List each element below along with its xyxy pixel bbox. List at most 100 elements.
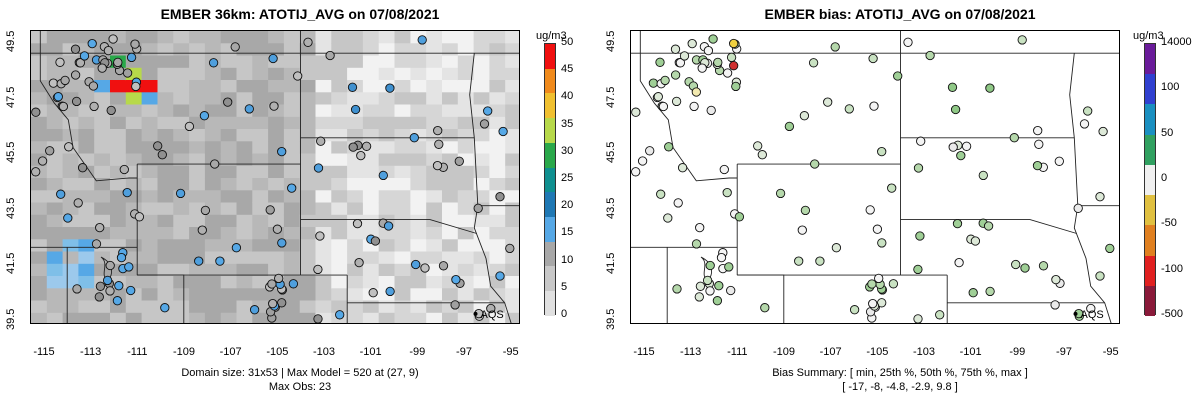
observation-marker[interactable] — [434, 139, 444, 149]
bias-marker[interactable] — [695, 281, 706, 291]
observation-marker[interactable] — [114, 281, 124, 291]
observation-marker[interactable] — [268, 53, 278, 64]
bias-marker[interactable] — [1032, 160, 1043, 171]
observation-marker[interactable] — [352, 218, 363, 229]
observation-marker[interactable] — [267, 279, 277, 289]
bias-marker[interactable] — [1051, 274, 1061, 285]
observation-marker[interactable] — [175, 188, 186, 199]
bias-marker[interactable] — [753, 141, 763, 151]
observation-marker[interactable] — [153, 141, 163, 151]
bias-marker[interactable] — [1098, 126, 1108, 137]
bias-marker[interactable] — [724, 262, 734, 272]
observation-marker[interactable] — [450, 300, 460, 310]
observation-marker[interactable] — [91, 239, 102, 249]
bias-marker[interactable] — [697, 63, 707, 73]
bias-marker[interactable] — [1011, 259, 1021, 270]
bias-marker[interactable] — [706, 105, 716, 116]
observation-marker[interactable] — [197, 225, 207, 235]
bias-marker[interactable] — [935, 310, 945, 320]
observation-marker[interactable] — [134, 212, 145, 222]
bias-marker[interactable] — [865, 205, 875, 215]
bias-marker[interactable] — [708, 34, 718, 44]
bias-marker[interactable] — [716, 252, 727, 263]
observation-marker[interactable] — [498, 126, 508, 137]
bias-map[interactable]: AQS — [630, 30, 1120, 324]
bias-marker[interactable] — [978, 170, 988, 181]
bias-marker[interactable] — [872, 224, 883, 234]
bias-marker[interactable] — [893, 71, 903, 81]
observation-marker[interactable] — [433, 125, 443, 136]
observation-marker[interactable] — [385, 83, 395, 93]
bias-marker[interactable] — [800, 205, 811, 216]
bias-marker[interactable] — [913, 314, 923, 323]
observation-marker[interactable] — [105, 286, 115, 296]
observation-marker[interactable] — [60, 75, 70, 86]
bias-marker[interactable] — [954, 257, 964, 268]
observation-marker[interactable] — [70, 70, 81, 80]
bias-marker[interactable] — [691, 239, 702, 249]
observation-marker[interactable] — [383, 221, 394, 231]
observation-marker[interactable] — [63, 213, 73, 223]
bias-marker[interactable] — [664, 142, 674, 152]
bias-marker[interactable] — [1095, 192, 1105, 202]
bias-marker[interactable] — [1079, 119, 1090, 129]
bias-marker[interactable] — [695, 222, 705, 233]
bias-marker[interactable] — [948, 142, 958, 152]
observation-marker[interactable] — [124, 262, 134, 272]
bias-marker[interactable] — [1083, 106, 1093, 116]
observation-marker[interactable] — [348, 142, 358, 152]
observation-marker[interactable] — [483, 106, 493, 116]
bias-marker[interactable] — [868, 298, 878, 309]
bias-marker[interactable] — [831, 243, 842, 253]
observation-marker[interactable] — [265, 205, 275, 215]
bias-marker[interactable] — [722, 187, 732, 198]
observation-marker[interactable] — [200, 205, 211, 216]
bias-marker[interactable] — [916, 136, 926, 146]
observation-marker[interactable] — [479, 119, 490, 129]
observation-marker[interactable] — [88, 81, 99, 91]
observation-marker[interactable] — [231, 243, 242, 253]
observation-marker[interactable] — [116, 252, 127, 263]
bias-marker[interactable] — [950, 104, 961, 115]
bias-marker[interactable] — [631, 167, 641, 177]
observation-marker[interactable] — [378, 170, 388, 181]
observation-marker[interactable] — [70, 44, 81, 54]
bias-marker[interactable] — [956, 150, 966, 161]
observation-marker[interactable] — [473, 203, 483, 213]
observation-marker[interactable] — [95, 281, 106, 291]
bias-marker[interactable] — [903, 37, 913, 47]
observation-marker[interactable] — [58, 101, 69, 112]
bias-marker[interactable] — [637, 156, 648, 166]
bias-marker[interactable] — [653, 92, 663, 102]
bias-marker[interactable] — [663, 213, 673, 223]
bias-marker[interactable] — [913, 163, 924, 173]
bias-marker[interactable] — [952, 218, 963, 229]
observation-marker[interactable] — [97, 63, 107, 73]
bias-marker[interactable] — [631, 107, 641, 117]
bias-marker[interactable] — [731, 81, 741, 92]
observation-marker[interactable] — [350, 104, 361, 115]
observation-marker[interactable] — [108, 34, 118, 44]
bias-marker[interactable] — [673, 198, 683, 208]
bias-marker[interactable] — [797, 225, 807, 235]
bias-marker[interactable] — [1009, 133, 1019, 143]
observation-marker[interactable] — [45, 146, 55, 156]
bias-marker[interactable] — [867, 279, 877, 289]
observation-marker[interactable] — [268, 298, 278, 309]
observation-marker[interactable] — [131, 81, 141, 92]
observation-marker[interactable] — [126, 285, 136, 296]
bias-marker[interactable] — [705, 260, 715, 271]
observation-marker[interactable] — [112, 296, 123, 306]
observation-marker[interactable] — [288, 279, 299, 289]
bias-marker[interactable] — [808, 58, 819, 68]
bias-marker[interactable] — [645, 146, 655, 156]
bias-marker[interactable] — [1073, 203, 1083, 213]
observation-marker[interactable] — [194, 256, 204, 266]
observation-marker[interactable] — [77, 163, 88, 173]
bias-marker[interactable] — [784, 121, 795, 132]
bias-marker[interactable] — [648, 78, 659, 88]
bias-marker[interactable] — [656, 189, 666, 199]
observation-marker[interactable] — [432, 160, 443, 171]
observation-marker[interactable] — [122, 187, 132, 198]
observation-marker[interactable] — [95, 222, 105, 233]
